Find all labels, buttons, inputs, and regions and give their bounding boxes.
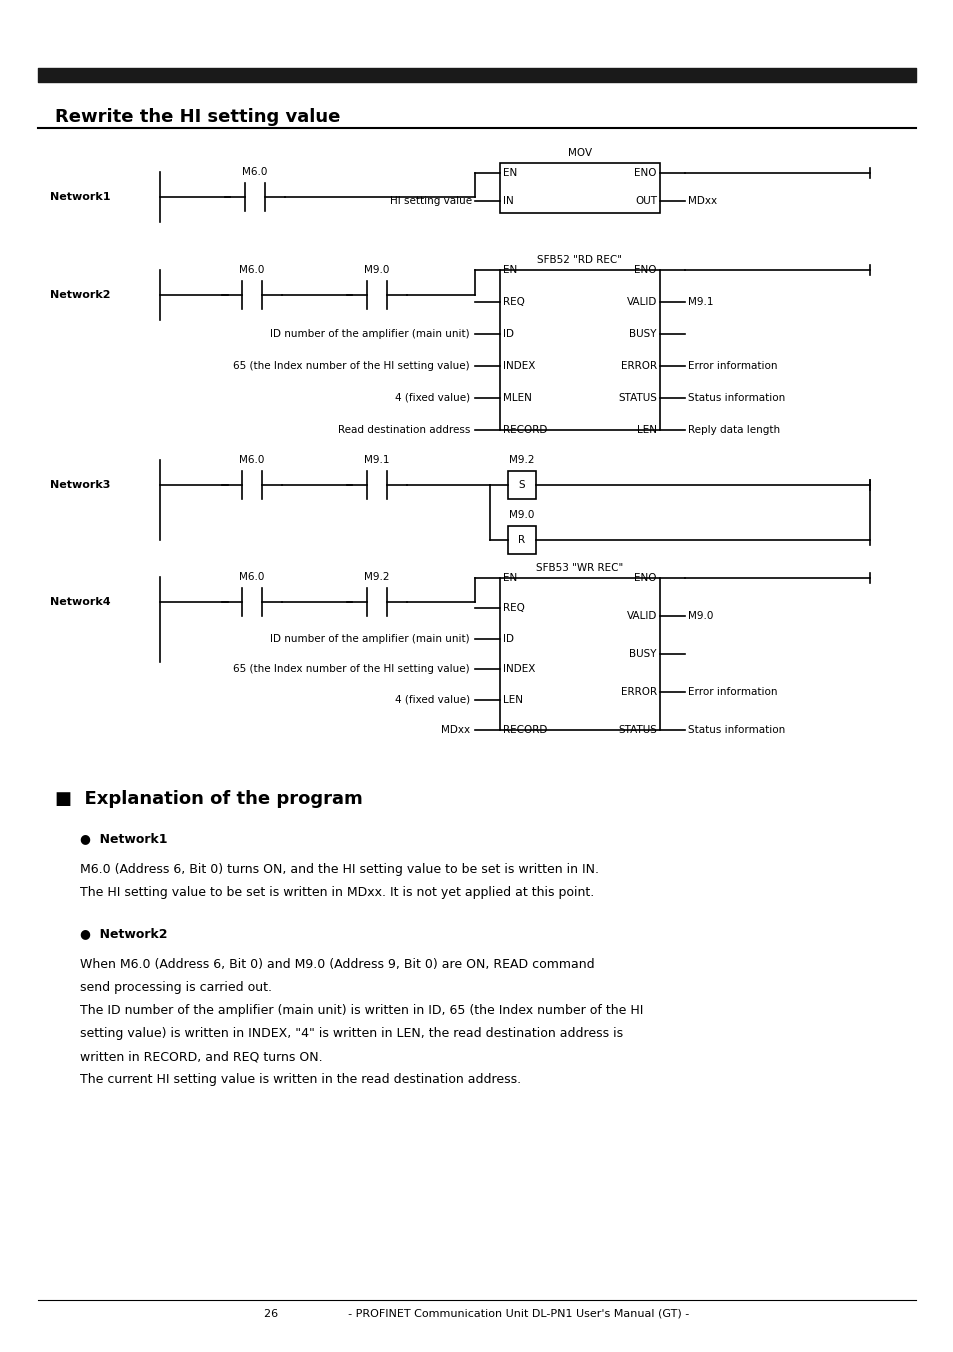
Text: ID: ID [502,329,514,339]
Text: Rewrite the HI setting value: Rewrite the HI setting value [55,108,340,126]
Text: The HI setting value to be set is written in MDxx. It is not yet applied at this: The HI setting value to be set is writte… [80,886,594,899]
Text: Status information: Status information [687,725,784,735]
Text: M6.0: M6.0 [239,265,264,274]
Bar [499,270,659,430]
Text: 26                    - PROFINET Communication Unit DL-PN1 User's Manual (GT) -: 26 - PROFINET Communication Unit DL-PN1 … [264,1307,689,1318]
Text: ID number of the amplifier (main unit): ID number of the amplifier (main unit) [270,634,470,644]
Text: VALID: VALID [626,297,657,307]
Bar [507,526,536,554]
Text: ENO: ENO [634,573,657,583]
Text: LEN: LEN [502,695,522,704]
Text: When M6.0 (Address 6, Bit 0) and M9.0 (Address 9, Bit 0) are ON, READ command: When M6.0 (Address 6, Bit 0) and M9.0 (A… [80,959,594,971]
Text: STATUS: STATUS [618,725,657,735]
Text: Reply data length: Reply data length [687,425,780,435]
Text: INDEX: INDEX [502,361,535,370]
Text: Error information: Error information [687,687,777,698]
Text: REQ: REQ [502,297,524,307]
Text: M9.0: M9.0 [687,611,713,621]
Text: M9.2: M9.2 [509,456,535,465]
Text: ENO: ENO [634,265,657,274]
Text: VALID: VALID [626,611,657,621]
Text: BUSY: BUSY [629,649,657,658]
Text: ■  Explanation of the program: ■ Explanation of the program [55,790,362,808]
Text: S: S [518,480,525,489]
Text: M6.0: M6.0 [242,168,268,177]
Text: R: R [517,535,525,545]
Text: EN: EN [502,265,517,274]
Text: BUSY: BUSY [629,329,657,339]
Text: M9.1: M9.1 [364,456,390,465]
Text: Network3: Network3 [50,480,111,489]
Text: INDEX: INDEX [502,664,535,675]
Text: ID: ID [502,634,514,644]
Text: EN: EN [502,168,517,178]
Text: Read destination address: Read destination address [337,425,470,435]
Text: 65 (the Index number of the HI setting value): 65 (the Index number of the HI setting v… [233,664,470,675]
Text: SFB53 "WR REC": SFB53 "WR REC" [536,562,623,573]
Text: M9.1: M9.1 [687,297,713,307]
Text: OUT: OUT [635,196,657,206]
Text: M6.0 (Address 6, Bit 0) turns ON, and the HI setting value to be set is written : M6.0 (Address 6, Bit 0) turns ON, and th… [80,863,598,876]
Text: 4 (fixed value): 4 (fixed value) [395,393,470,403]
Text: ID number of the amplifier (main unit): ID number of the amplifier (main unit) [270,329,470,339]
Text: The ID number of the amplifier (main unit) is written in ID, 65 (the Index numbe: The ID number of the amplifier (main uni… [80,1005,642,1017]
Text: SFB52 "RD REC": SFB52 "RD REC" [537,256,622,265]
Text: Network2: Network2 [50,289,111,300]
Bar [507,470,536,499]
Text: send processing is carried out.: send processing is carried out. [80,982,272,994]
Text: M9.2: M9.2 [364,572,390,581]
Text: HI setting value: HI setting value [390,196,472,206]
Text: Error information: Error information [687,361,777,370]
Text: written in RECORD, and REQ turns ON.: written in RECORD, and REQ turns ON. [80,1051,322,1063]
Text: M9.0: M9.0 [364,265,389,274]
Text: Network4: Network4 [50,598,111,607]
Text: ●  Network2: ● Network2 [80,927,168,940]
Text: MOV: MOV [567,147,592,158]
Text: ERROR: ERROR [620,687,657,698]
Text: MLEN: MLEN [502,393,532,403]
Text: Status information: Status information [687,393,784,403]
Bar [499,164,659,214]
Text: RECORD: RECORD [502,725,547,735]
Text: M9.0: M9.0 [509,510,534,521]
Text: ●  Network1: ● Network1 [80,831,168,845]
Text: REQ: REQ [502,603,524,614]
Text: Network1: Network1 [50,192,111,201]
Text: 4 (fixed value): 4 (fixed value) [395,695,470,704]
Text: IN: IN [502,196,514,206]
Text: ERROR: ERROR [620,361,657,370]
Text: M6.0: M6.0 [239,572,264,581]
Bar [499,579,659,730]
Text: setting value) is written in INDEX, "4" is written in LEN, the read destination : setting value) is written in INDEX, "4" … [80,1028,622,1040]
Text: LEN: LEN [637,425,657,435]
Text: 65 (the Index number of the HI setting value): 65 (the Index number of the HI setting v… [233,361,470,370]
Text: The current HI setting value is written in the read destination address.: The current HI setting value is written … [80,1073,520,1086]
Text: M6.0: M6.0 [239,456,264,465]
Text: STATUS: STATUS [618,393,657,403]
Text: ENO: ENO [634,168,657,178]
Text: MDxx: MDxx [440,725,470,735]
Text: MDxx: MDxx [687,196,717,206]
Text: EN: EN [502,573,517,583]
Text: RECORD: RECORD [502,425,547,435]
